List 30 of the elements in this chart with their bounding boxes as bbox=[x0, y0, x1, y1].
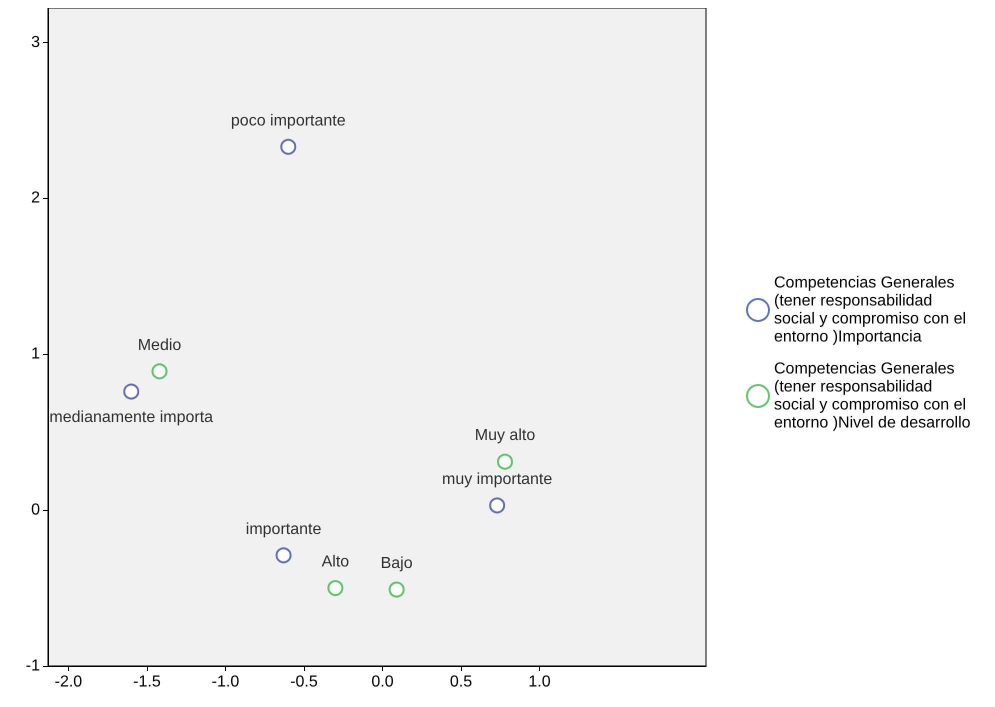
y-tick-label: 1 bbox=[31, 346, 40, 363]
point bbox=[489, 497, 506, 514]
annotation: medianamente importa bbox=[49, 409, 214, 426]
legend-label: Competencias Generales (tener responsabilidad social y compromiso con el entorno )Nivel de desarrollo bbox=[774, 360, 971, 432]
y-tick-label: -1 bbox=[26, 658, 40, 674]
y-tick-label: 0 bbox=[31, 502, 40, 519]
x-tick-label: -0.5 bbox=[290, 674, 318, 690]
legend-label: Competencias Generales (tener responsabilidad social y compromiso con el entorno )Importancia bbox=[774, 274, 971, 346]
point bbox=[280, 138, 296, 155]
annotation: Medio bbox=[138, 336, 182, 354]
point bbox=[388, 582, 405, 598]
annotation: muy importante bbox=[442, 470, 552, 488]
point bbox=[327, 580, 344, 596]
y-tick-label: 3 bbox=[31, 34, 40, 51]
point bbox=[276, 547, 292, 564]
x-tick-label: 1.0 bbox=[528, 674, 551, 690]
point bbox=[152, 363, 168, 380]
annotation: Muy alto bbox=[474, 427, 536, 444]
x-tick-label: 0.5 bbox=[450, 674, 472, 690]
annotation: poco importante bbox=[230, 112, 346, 130]
x-tick-label: -1.5 bbox=[133, 674, 161, 690]
annotation: importante bbox=[246, 520, 322, 538]
annotation: Alto bbox=[322, 554, 350, 571]
x-tick-label: -2.0 bbox=[54, 674, 82, 690]
x-tick-label: -1.0 bbox=[212, 674, 240, 690]
annotation: Bajo bbox=[380, 555, 413, 572]
point bbox=[123, 384, 140, 400]
x-tick-label: 0.0 bbox=[371, 674, 394, 690]
y-tick-label: 2 bbox=[31, 190, 40, 207]
point bbox=[497, 454, 513, 470]
